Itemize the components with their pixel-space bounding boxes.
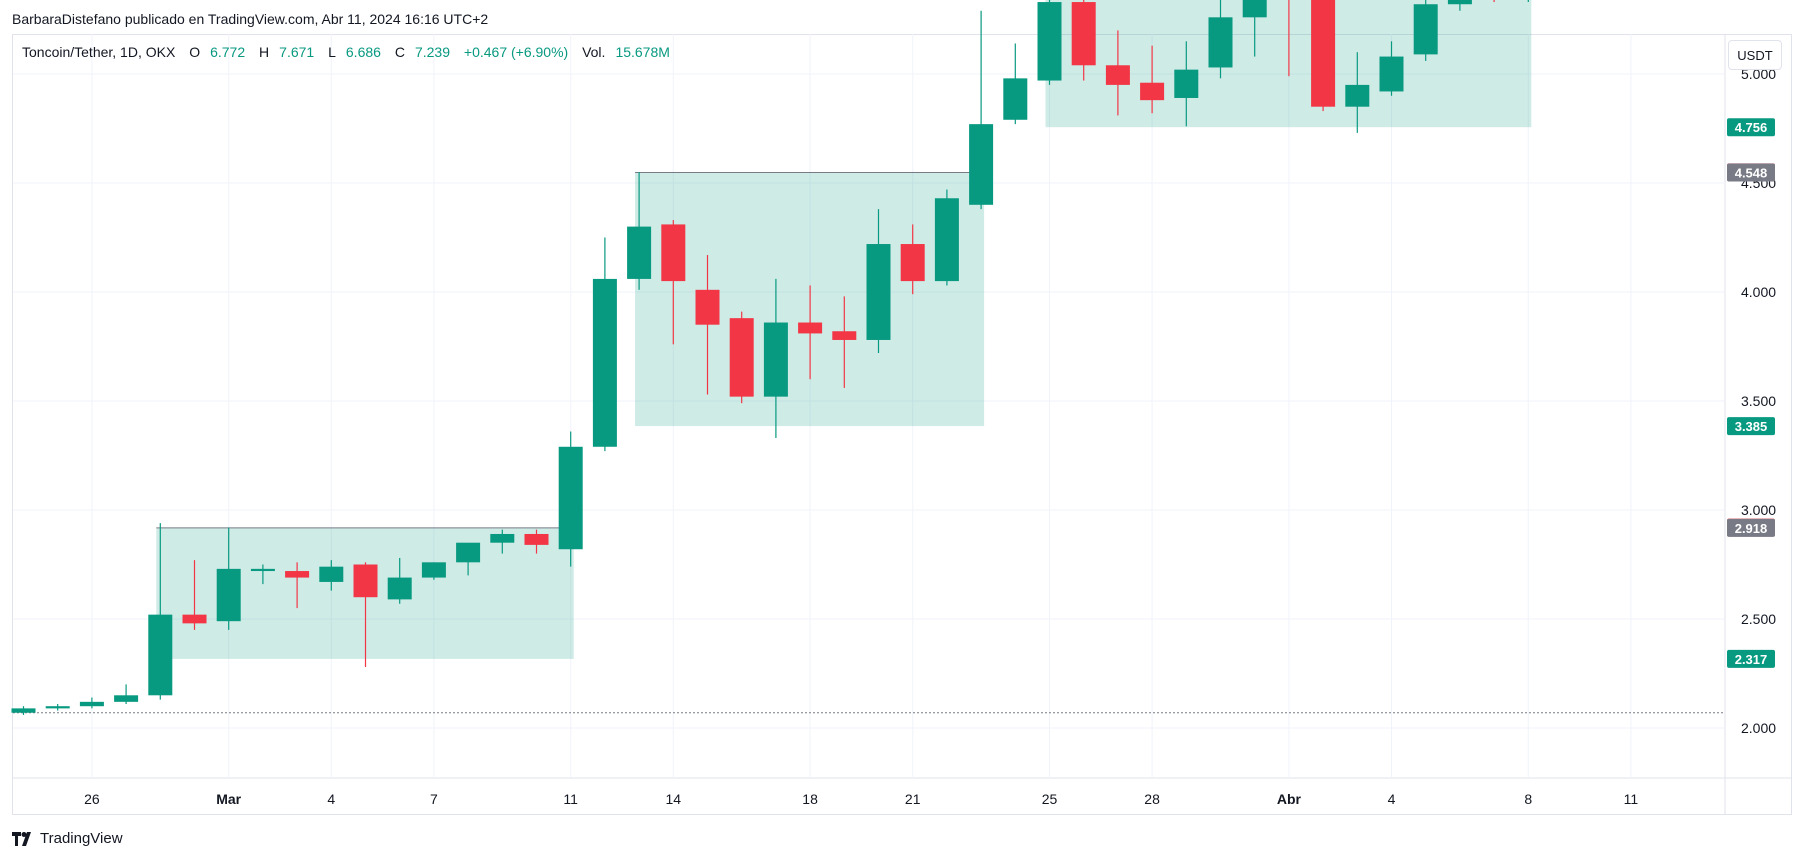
candle-body	[387, 577, 412, 600]
time-tick-label: Mar	[216, 791, 241, 807]
time-tick-label: 28	[1144, 791, 1160, 807]
volume-label: Vol.	[582, 44, 606, 60]
candle-body	[661, 224, 686, 282]
candle-body	[558, 446, 583, 550]
price-tag-value: 4.756	[1735, 120, 1768, 135]
low-label: L	[328, 44, 336, 60]
price-tick-label: 3.000	[1741, 502, 1776, 518]
candle-body	[353, 564, 378, 598]
time-tick-label: 8	[1524, 791, 1532, 807]
chart-frame	[12, 34, 1792, 815]
candle-body	[592, 278, 617, 447]
candle-body	[969, 124, 994, 205]
candle-body	[1105, 65, 1130, 85]
candle-body	[285, 571, 310, 578]
time-tick-label: 11	[563, 791, 578, 807]
open-value: 6.772	[210, 44, 246, 60]
time-tick-label: 18	[802, 791, 818, 807]
candle-body	[182, 614, 207, 624]
candle-body	[866, 244, 891, 340]
time-tick-label: 7	[430, 791, 438, 807]
change-value: +0.467 (+6.90%)	[463, 44, 569, 60]
candle-body	[763, 322, 788, 397]
candle-body	[421, 562, 446, 578]
candle-body	[832, 331, 857, 340]
candle-body	[1379, 56, 1404, 92]
published-line: BarbaraDistefano publicado en TradingVie…	[12, 11, 489, 27]
symbol-name: Toncoin/Tether, 1D, OKX	[22, 44, 176, 60]
time-tick-label: Abr	[1277, 791, 1302, 807]
candle-body	[934, 198, 959, 282]
candle-body	[1242, 0, 1267, 18]
price-tick-label: 4.000	[1741, 284, 1776, 300]
candle-body	[627, 226, 652, 279]
candle-body	[1311, 0, 1336, 107]
candle-body	[148, 614, 173, 696]
candle-body	[1003, 78, 1028, 120]
tradingview-logo[interactable]: TradingView	[12, 830, 123, 847]
candle-body	[250, 568, 275, 572]
candle-body	[11, 708, 36, 713]
time-tick-label: 11	[1624, 791, 1639, 807]
open-label: O	[189, 44, 201, 60]
price-tag-value: 4.548	[1735, 166, 1768, 181]
time-tick-label: 4	[1388, 791, 1396, 807]
candle-body	[1071, 2, 1096, 66]
price-tag	[1727, 518, 1775, 537]
price-tick-label: 5.000	[1741, 66, 1776, 82]
price-tag-value: 2.918	[1735, 521, 1768, 536]
price-tag-value: 2.317	[1735, 652, 1768, 667]
close-label: C	[394, 44, 405, 60]
time-tick-label: 4	[327, 791, 335, 807]
candle-body	[216, 568, 241, 622]
price-tag-value: 3.385	[1735, 419, 1768, 434]
candle-body	[1345, 84, 1370, 107]
candle-body	[1447, 0, 1472, 5]
time-tick-label: 14	[666, 791, 682, 807]
candle-body	[1037, 2, 1062, 81]
candle-body	[798, 322, 823, 334]
volume-value: 15.678M	[615, 44, 670, 60]
price-tag	[1727, 417, 1775, 436]
high-label: H	[259, 44, 270, 60]
candle-body	[45, 706, 70, 709]
candle-body	[729, 318, 754, 397]
low-value: 6.686	[345, 44, 381, 60]
candle-body	[524, 533, 549, 545]
tradingview-brand: TradingView	[40, 830, 123, 847]
tradingview-logo-icon	[12, 831, 31, 846]
price-tag	[1727, 649, 1775, 668]
candle-body	[1413, 4, 1438, 55]
high-value: 7.671	[279, 44, 315, 60]
price-tag	[1727, 118, 1775, 137]
candle-body	[1174, 69, 1199, 98]
time-tick-label: 25	[1042, 791, 1058, 807]
candle-body	[79, 701, 104, 707]
candle-body	[1140, 82, 1165, 101]
price-tick-label: 2.000	[1741, 720, 1776, 736]
candle-body	[456, 542, 481, 563]
currency-button[interactable]: USDT	[1728, 40, 1782, 70]
price-tick-label: 3.500	[1741, 393, 1776, 409]
candle-body	[1208, 17, 1233, 68]
candle-body	[319, 566, 344, 582]
time-tick-label: 26	[84, 791, 100, 807]
candle-body	[114, 695, 139, 702]
candle-body	[695, 289, 720, 325]
close-value: 7.239	[414, 44, 450, 60]
price-tick-label: 2.500	[1741, 611, 1776, 627]
candle-body	[490, 533, 515, 543]
candle-body	[900, 244, 925, 282]
time-tick-label: 21	[905, 791, 921, 807]
price-tag	[1727, 163, 1775, 182]
